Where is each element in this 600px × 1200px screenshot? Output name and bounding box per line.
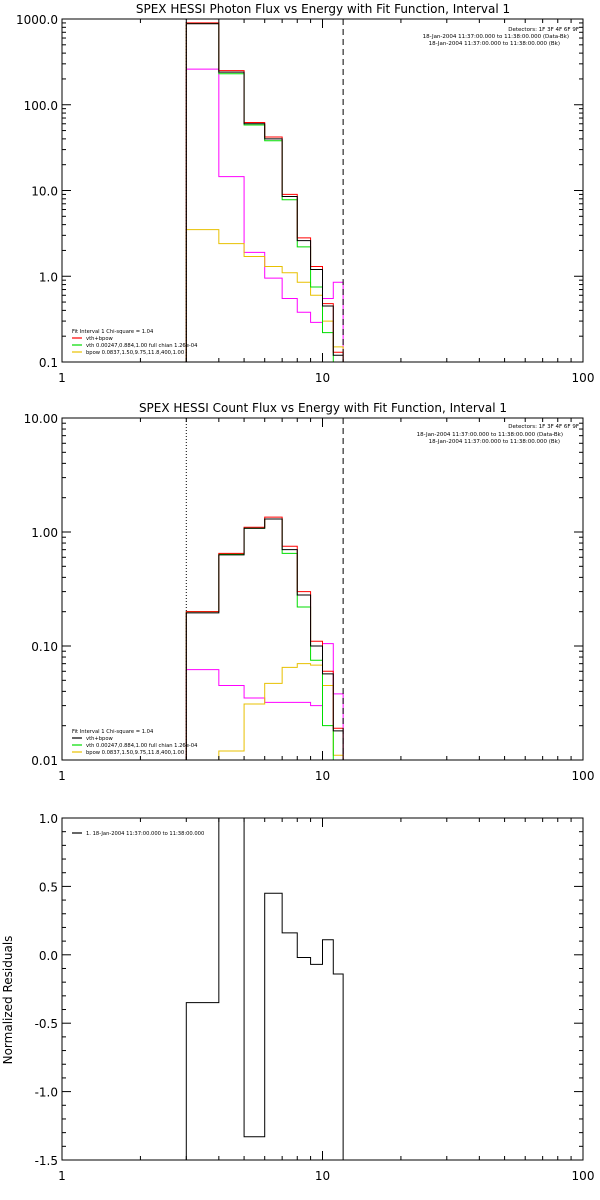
photon-flux-series-vth <box>185 22 344 362</box>
photon-flux-series-data <box>185 23 344 362</box>
count-flux-data-interval-text: 18-Jan-2004 11:37:00.000 to 11:38:00.000… <box>417 432 563 438</box>
photon-flux-legend-label-bpow: bpow 0.0837,1.50,9.75,11.8,400,1.00 <box>86 350 184 356</box>
residuals-x-tick-label: 1 <box>58 1169 66 1183</box>
count-flux-header: Detectors: 1F 3F 4F 6F 9F 18-Jan-2004 11… <box>417 424 579 445</box>
residuals-y-tick-label: 1.0 <box>39 812 58 826</box>
residuals-ylabel: Normalized Residuals <box>1 936 15 1065</box>
photon-flux-legend-label-vth: vth 0.00247,0.884,1.00 full chian 1.26e-… <box>86 343 198 349</box>
photon-flux-bk-interval-text: 18-Jan-2004 11:37:00.000 to 11:38:00.000… <box>429 41 560 47</box>
count-flux-bk-interval-text: 18-Jan-2004 11:37:00.000 to 11:38:00.000… <box>429 439 560 445</box>
count-flux-plot-area: 1 10 100 0.01 0.10 1.00 10.00 <box>24 412 595 783</box>
photon-flux-legend-label-total: vth+bpow <box>86 336 113 342</box>
count-flux-legend-label-vth: vth 0.00247,0.884,1.00 full chian 1.26e-… <box>86 743 198 749</box>
photon-flux-legend: Fit Interval 1 Chi-square = 1.04 vth+bpo… <box>72 329 198 356</box>
residuals-legend-label: 1. 18-Jan-2004 11:37:00.000 to 11:38:00.… <box>86 831 204 837</box>
residuals-panel: Normalized Residuals 1 10 100 -1.5 -1.0 -0.5 0… <box>1 812 595 1183</box>
residuals-y-tick-label: -1.0 <box>35 1086 58 1100</box>
residuals-y-tick-label: 0.0 <box>39 949 58 963</box>
count-flux-legend-label-bpow: bpow 0.0837,1.50,9.75,11.8,400,1.00 <box>86 750 184 756</box>
photon-flux-y-tick-label: 1.0 <box>39 270 58 284</box>
count-flux-series-total <box>185 516 344 760</box>
photon-flux-y-tick-label: 100.0 <box>24 99 58 113</box>
count-flux-series-vth <box>185 518 344 760</box>
photon-flux-series-background_model <box>185 68 344 362</box>
photon-flux-title: SPEX HESSI Photon Flux vs Energy with Fi… <box>136 2 510 16</box>
count-flux-panel: SPEX HESSI Count Flux vs Energy with Fit… <box>24 401 595 783</box>
photon-flux-panel: SPEX HESSI Photon Flux vs Energy with Fi… <box>16 2 594 385</box>
photon-flux-x-tick-label: 1 <box>58 371 66 385</box>
count-flux-series-bpow <box>185 663 344 760</box>
photon-flux-fit-info: Fit Interval 1 Chi-square = 1.04 <box>72 329 154 335</box>
photon-flux-plot-area: 1 10 100 0.1 1.0 10.0 100.0 1000.0 <box>16 13 594 385</box>
photon-flux-series-total <box>185 22 344 362</box>
photon-flux-data-interval-text: 18-Jan-2004 11:37:00.000 to 11:38:00.000… <box>423 34 569 40</box>
count-flux-y-tick-label: 1.00 <box>31 526 58 540</box>
count-flux-y-tick-label: 0.01 <box>31 754 58 768</box>
count-flux-x-tick-label: 1 <box>58 769 66 783</box>
photon-flux-x-tick-label: 100 <box>572 371 595 385</box>
count-flux-title: SPEX HESSI Count Flux vs Energy with Fit… <box>139 401 507 415</box>
count-flux-legend: Fit Interval 1 Chi-square = 1.04 vth+bpo… <box>72 729 198 756</box>
photon-flux-y-tick-label: 1000.0 <box>16 13 58 27</box>
residuals-legend: 1. 18-Jan-2004 11:37:00.000 to 11:38:00.… <box>86 831 204 837</box>
residuals-series-data <box>185 818 344 1160</box>
photon-flux-y-tick-label: 10.0 <box>31 185 58 199</box>
count-flux-x-tick-label: 10 <box>315 769 330 783</box>
photon-flux-series-bpow <box>185 229 344 362</box>
count-flux-detectors-text: Detectors: 1F 3F 4F 6F 9F <box>508 424 579 430</box>
residuals-x-tick-label: 10 <box>315 1169 330 1183</box>
count-flux-fit-info: Fit Interval 1 Chi-square = 1.04 <box>72 729 154 735</box>
residuals-y-tick-label: -0.5 <box>35 1017 58 1031</box>
count-flux-y-tick-label: 10.00 <box>24 412 58 426</box>
photon-flux-header: Detectors: 1F 3F 4F 6F 9F 18-Jan-2004 11… <box>423 27 579 47</box>
count-flux-series-data <box>185 518 344 760</box>
photon-flux-y-tick-label: 0.1 <box>39 356 58 370</box>
residuals-y-tick-label: 0.5 <box>39 880 58 894</box>
photon-flux-detectors-text: Detectors: 1F 3F 4F 6F 9F <box>508 27 579 33</box>
photon-flux-x-tick-label: 10 <box>315 371 330 385</box>
count-flux-x-tick-label: 100 <box>572 769 595 783</box>
count-flux-y-tick-label: 0.10 <box>31 640 58 654</box>
residuals-y-tick-label: -1.5 <box>35 1154 58 1168</box>
count-flux-series-background_model <box>185 643 344 760</box>
residuals-plot-area: 1 10 100 -1.5 -1.0 -0.5 0.0 0.5 1.0 <box>35 812 595 1183</box>
residuals-x-tick-label: 100 <box>572 1169 595 1183</box>
count-flux-legend-label-total: vth+bpow <box>86 736 113 742</box>
